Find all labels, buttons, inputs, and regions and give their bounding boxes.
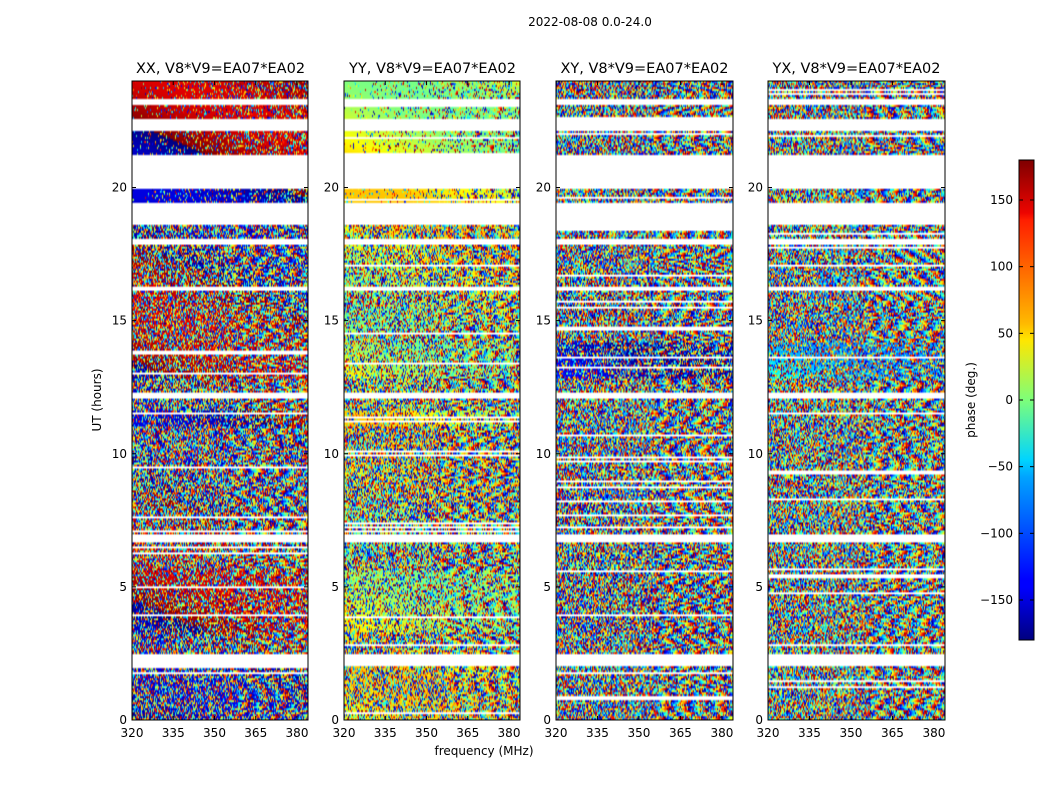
colorbar-tick-label: −100 bbox=[980, 526, 1013, 540]
y-tick-label: 5 bbox=[331, 580, 339, 594]
x-tick-label: 380 bbox=[710, 726, 733, 740]
y-tick-label: 20 bbox=[324, 181, 339, 195]
y-tick-label: 15 bbox=[536, 314, 551, 328]
y-tick-label: 0 bbox=[543, 713, 551, 727]
panel-yx: YX, V8*V9=EA07*EA02 bbox=[767, 61, 946, 721]
x-tick-label: 380 bbox=[286, 726, 309, 740]
axis-ticks: 320 335 350 365 380 0 5 10 15 20 320 335 350 365 380 0 5… bbox=[112, 81, 945, 740]
y-tick-label: 15 bbox=[748, 314, 763, 328]
panel-title: XX, V8*V9=EA07*EA02 bbox=[136, 61, 305, 77]
y-tick-label: 20 bbox=[536, 181, 551, 195]
x-tick-label: 380 bbox=[922, 726, 945, 740]
y-tick-label: 5 bbox=[543, 580, 551, 594]
x-tick-label: 320 bbox=[333, 726, 356, 740]
x-tick-label: 320 bbox=[757, 726, 780, 740]
colorbar-tick-label: 50 bbox=[998, 326, 1013, 340]
panel-title: YY, V8*V9=EA07*EA02 bbox=[348, 61, 516, 77]
phase-heatmap-yx bbox=[768, 81, 945, 720]
x-tick-label: 350 bbox=[628, 726, 651, 740]
x-tick-label: 335 bbox=[586, 726, 609, 740]
phase-heatmap-xx bbox=[132, 81, 308, 720]
colorbar-tick-label: 100 bbox=[990, 260, 1013, 274]
axes-frame bbox=[555, 80, 734, 721]
x-tick-label: 320 bbox=[121, 726, 144, 740]
axes-frame bbox=[767, 80, 946, 721]
y-axis-label: UT (hours) bbox=[90, 368, 104, 431]
panel-yy: YY, V8*V9=EA07*EA02 bbox=[343, 61, 521, 721]
axes-frame bbox=[343, 80, 521, 721]
x-tick-label: 350 bbox=[840, 726, 863, 740]
colorbar: −150 −100 −50 0 50 100 150 phase (deg.) bbox=[964, 159, 1035, 641]
x-tick-label: 350 bbox=[415, 726, 438, 740]
x-tick-label: 350 bbox=[203, 726, 226, 740]
x-tick-label: 335 bbox=[798, 726, 821, 740]
colorbar-ticks: −150 −100 −50 0 50 100 150 bbox=[980, 193, 1034, 607]
axes-frame bbox=[131, 80, 309, 721]
panel-title: XY, V8*V9=EA07*EA02 bbox=[560, 61, 728, 77]
x-tick-label: 380 bbox=[498, 726, 521, 740]
y-tick-label: 0 bbox=[331, 713, 339, 727]
y-tick-label: 10 bbox=[536, 447, 551, 461]
phase-heatmap-yy bbox=[344, 81, 520, 720]
x-tick-label: 365 bbox=[244, 726, 267, 740]
x-tick-label: 365 bbox=[456, 726, 479, 740]
y-tick-label: 0 bbox=[119, 713, 127, 727]
panel-xy: XY, V8*V9=EA07*EA02 bbox=[555, 61, 734, 721]
phase-heatmap-xy bbox=[556, 81, 733, 720]
y-tick-label: 0 bbox=[755, 713, 763, 727]
y-tick-label: 20 bbox=[748, 181, 763, 195]
y-tick-label: 10 bbox=[112, 447, 127, 461]
y-tick-label: 20 bbox=[112, 181, 127, 195]
x-tick-label: 365 bbox=[881, 726, 904, 740]
y-tick-label: 10 bbox=[748, 447, 763, 461]
x-tick-label: 365 bbox=[669, 726, 692, 740]
panel-xx: XX, V8*V9=EA07*EA02 bbox=[131, 61, 309, 721]
panel-title: YX, V8*V9=EA07*EA02 bbox=[771, 61, 940, 77]
y-tick-label: 10 bbox=[324, 447, 339, 461]
figure-title: 2022-08-08 0.0-24.0 bbox=[528, 15, 652, 29]
x-axis-label: frequency (MHz) bbox=[434, 744, 533, 758]
colorbar-tick-label: 0 bbox=[1005, 393, 1013, 407]
y-tick-label: 15 bbox=[112, 314, 127, 328]
colorbar-label: phase (deg.) bbox=[964, 362, 978, 438]
y-tick-label: 5 bbox=[755, 580, 763, 594]
y-tick-label: 15 bbox=[324, 314, 339, 328]
colorbar-tick-label: 150 bbox=[990, 193, 1013, 207]
x-tick-label: 320 bbox=[545, 726, 568, 740]
colorbar-tick-label: −50 bbox=[988, 460, 1013, 474]
colorbar-tick-label: −150 bbox=[980, 593, 1013, 607]
x-tick-label: 335 bbox=[374, 726, 397, 740]
x-tick-label: 335 bbox=[162, 726, 185, 740]
y-tick-label: 5 bbox=[119, 580, 127, 594]
